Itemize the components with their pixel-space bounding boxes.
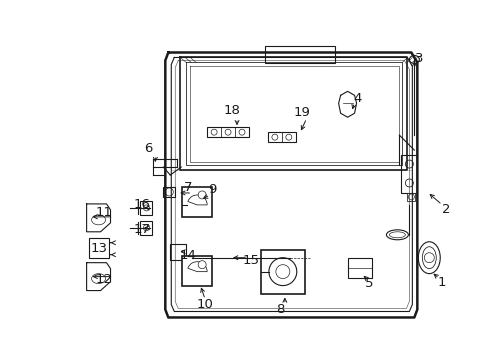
Text: 9: 9 [207, 184, 216, 197]
Text: 18: 18 [223, 104, 240, 117]
Text: 13: 13 [90, 242, 107, 255]
Bar [170, 244, 186, 260]
Wedge shape [187, 262, 207, 272]
Text: 6: 6 [144, 141, 152, 155]
Text: 5: 5 [365, 277, 373, 290]
Circle shape [285, 134, 291, 140]
Circle shape [143, 205, 149, 211]
Bar [207, 127, 248, 137]
Text: 4: 4 [353, 92, 361, 105]
Circle shape [271, 134, 277, 140]
Bar [407, 193, 414, 201]
Circle shape [165, 188, 173, 196]
Circle shape [224, 129, 230, 135]
Bar [140, 201, 152, 215]
Text: 12: 12 [96, 273, 113, 286]
Ellipse shape [417, 242, 439, 274]
Text: 15: 15 [242, 254, 259, 267]
Bar [140, 221, 152, 235]
Bar [261, 250, 304, 293]
Bar [163, 187, 175, 197]
Text: 10: 10 [196, 298, 213, 311]
Circle shape [198, 261, 206, 269]
Text: 2: 2 [441, 203, 449, 216]
Text: 3: 3 [414, 52, 423, 65]
Ellipse shape [91, 215, 105, 225]
Circle shape [407, 194, 413, 200]
Text: 1: 1 [437, 276, 446, 289]
Bar [182, 187, 212, 217]
Bar [182, 256, 212, 285]
Bar [267, 132, 295, 142]
Circle shape [268, 258, 296, 285]
Wedge shape [187, 195, 207, 205]
Circle shape [211, 129, 217, 135]
Circle shape [405, 179, 412, 187]
Circle shape [424, 253, 433, 263]
Ellipse shape [388, 232, 405, 238]
Text: 8: 8 [275, 303, 284, 316]
Circle shape [275, 265, 289, 279]
Ellipse shape [408, 55, 419, 63]
Circle shape [198, 191, 206, 199]
Text: 19: 19 [293, 106, 309, 119]
Text: 14: 14 [180, 249, 196, 262]
Text: 11: 11 [96, 206, 113, 219]
Circle shape [405, 160, 412, 168]
Bar [88, 238, 108, 258]
Circle shape [143, 225, 149, 231]
Ellipse shape [91, 274, 105, 284]
Text: 16: 16 [134, 198, 150, 211]
Bar [401, 155, 416, 193]
Text: 17: 17 [134, 223, 151, 236]
Bar [347, 258, 371, 278]
Ellipse shape [422, 247, 435, 269]
Circle shape [239, 129, 244, 135]
Bar [264, 45, 334, 63]
Ellipse shape [386, 230, 407, 240]
Text: 7: 7 [183, 181, 192, 194]
